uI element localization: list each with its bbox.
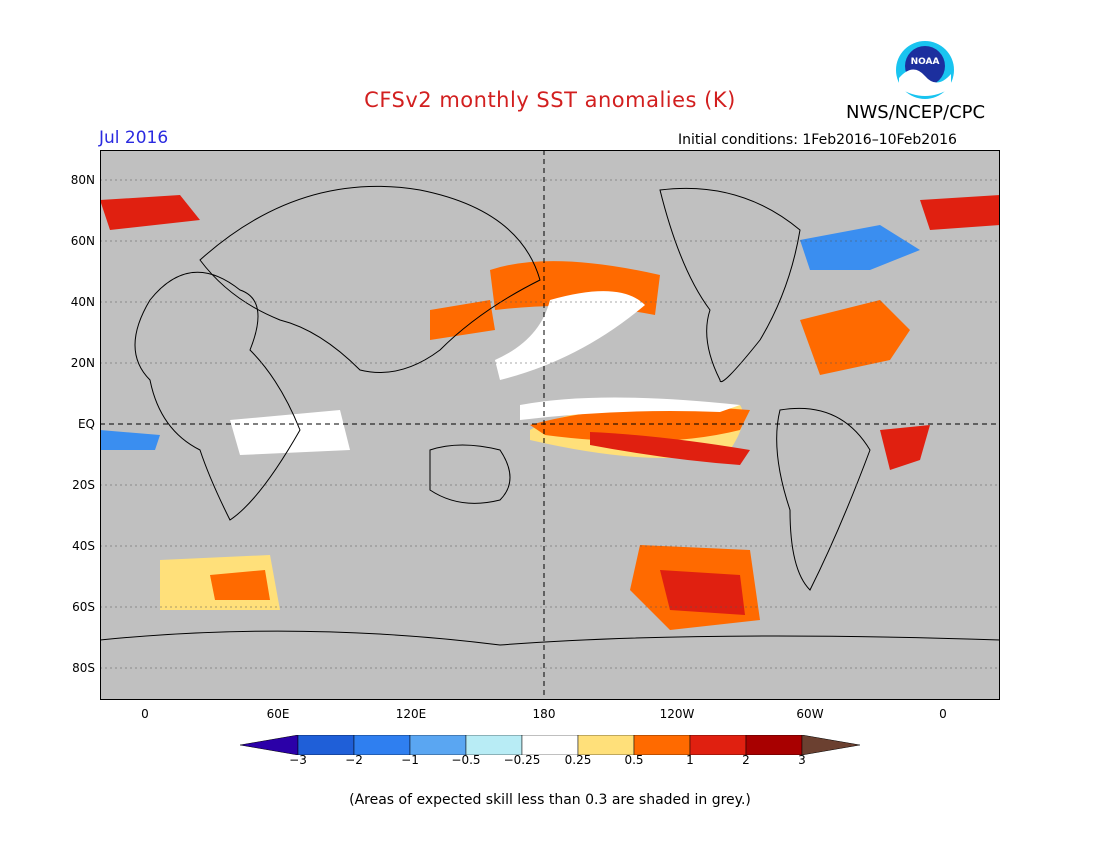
map-title: CFSv2 monthly SST anomalies (K) <box>364 88 736 112</box>
noaa-logo: NOAA <box>895 40 955 100</box>
colorbar-tick-label: 0.25 <box>564 753 592 767</box>
lon-label: 120E <box>395 707 427 721</box>
initial-conditions: Initial conditions: 1Feb2016–10Feb2016 <box>678 132 957 148</box>
colorbar-swatch <box>409 735 467 755</box>
colorbar-tick-label: 2 <box>742 753 750 767</box>
colorbar-arrow-high <box>801 735 860 755</box>
lon-label: 180 <box>532 707 556 721</box>
colorbar-tick-label: −1 <box>401 753 419 767</box>
lat-label: 80S <box>72 661 95 675</box>
colorbar-swatch <box>521 735 579 755</box>
colorbar-swatch <box>465 735 523 755</box>
colorbar-tick-label: 1 <box>686 753 694 767</box>
lon-label: 60W <box>796 707 824 721</box>
lat-label: 40S <box>72 539 95 553</box>
colorbar-swatch <box>633 735 691 755</box>
agency-label: NWS/NCEP/CPC <box>846 102 986 123</box>
lat-label: 80N <box>70 173 95 187</box>
colorbar-arrow-low <box>240 735 299 755</box>
colorbar <box>240 735 860 755</box>
colorbar-swatch <box>577 735 635 755</box>
colorbar-tick-label: 3 <box>798 753 806 767</box>
coastlines <box>100 185 1000 646</box>
colorbar-tick-label: 0.5 <box>624 753 644 767</box>
colorbar-tick-label: −2 <box>345 753 363 767</box>
anomaly-patches <box>100 195 1000 630</box>
colorbar-tick-label: −0.5 <box>451 753 481 767</box>
graticule <box>100 179 1000 669</box>
lon-label: 60E <box>266 707 290 721</box>
skill-footnote: (Areas of expected skill less than 0.3 a… <box>349 792 751 808</box>
colorbar-tick-label: −0.25 <box>503 753 541 767</box>
forecast-month: Jul 2016 <box>99 128 169 148</box>
noaa-logo-text: NOAA <box>911 57 940 67</box>
lon-label: 120W <box>659 707 695 721</box>
lat-label: 20N <box>70 356 95 370</box>
colorbar-swatch <box>689 735 747 755</box>
lon-label: 0 <box>939 707 947 721</box>
lon-label: 0 <box>141 707 149 721</box>
lat-label: 60S <box>72 600 95 614</box>
sst-anomaly-map <box>100 150 1000 700</box>
lat-label: 20S <box>72 478 95 492</box>
lat-label: EQ <box>77 417 95 431</box>
colorbar-swatch <box>297 735 355 755</box>
colorbar-swatch <box>353 735 411 755</box>
colorbar-tick-label: −3 <box>289 753 307 767</box>
lat-label: 40N <box>70 295 95 309</box>
colorbar-swatch <box>745 735 803 755</box>
lat-label: 60N <box>70 234 95 248</box>
